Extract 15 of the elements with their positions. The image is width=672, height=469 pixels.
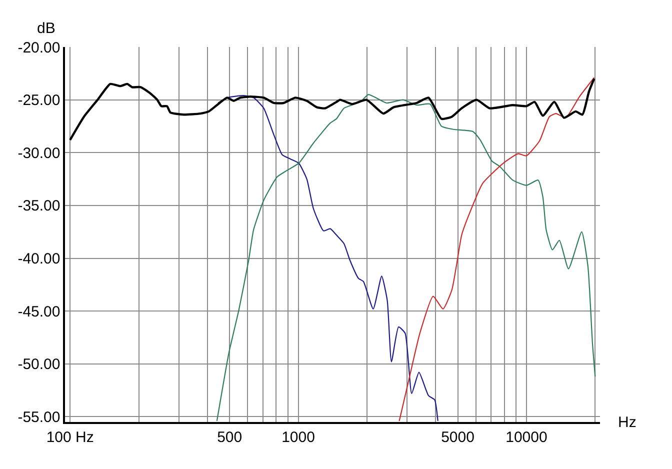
y-tick-label: -25.00 bbox=[18, 92, 60, 110]
x-tick-label: 5000 bbox=[441, 428, 474, 446]
y-tick-label: -20.00 bbox=[18, 39, 60, 56]
y-tick-label: -30.00 bbox=[18, 144, 60, 162]
x-tick-label: 10000 bbox=[506, 428, 548, 446]
y-tick-label: -40.00 bbox=[18, 250, 60, 268]
x-axis-title: Hz bbox=[618, 414, 636, 431]
y-axis-title: dB bbox=[37, 20, 56, 37]
x-tick-label: 500 bbox=[217, 428, 242, 446]
x-tick-label: 100 Hz bbox=[46, 428, 94, 446]
y-tick-label: -50.00 bbox=[18, 356, 60, 374]
y-tick-label: -35.00 bbox=[18, 198, 60, 215]
y-tick-label: -45.00 bbox=[18, 303, 60, 320]
x-tick-label: 1000 bbox=[282, 428, 315, 446]
y-tick-label: -55.00 bbox=[18, 408, 60, 426]
